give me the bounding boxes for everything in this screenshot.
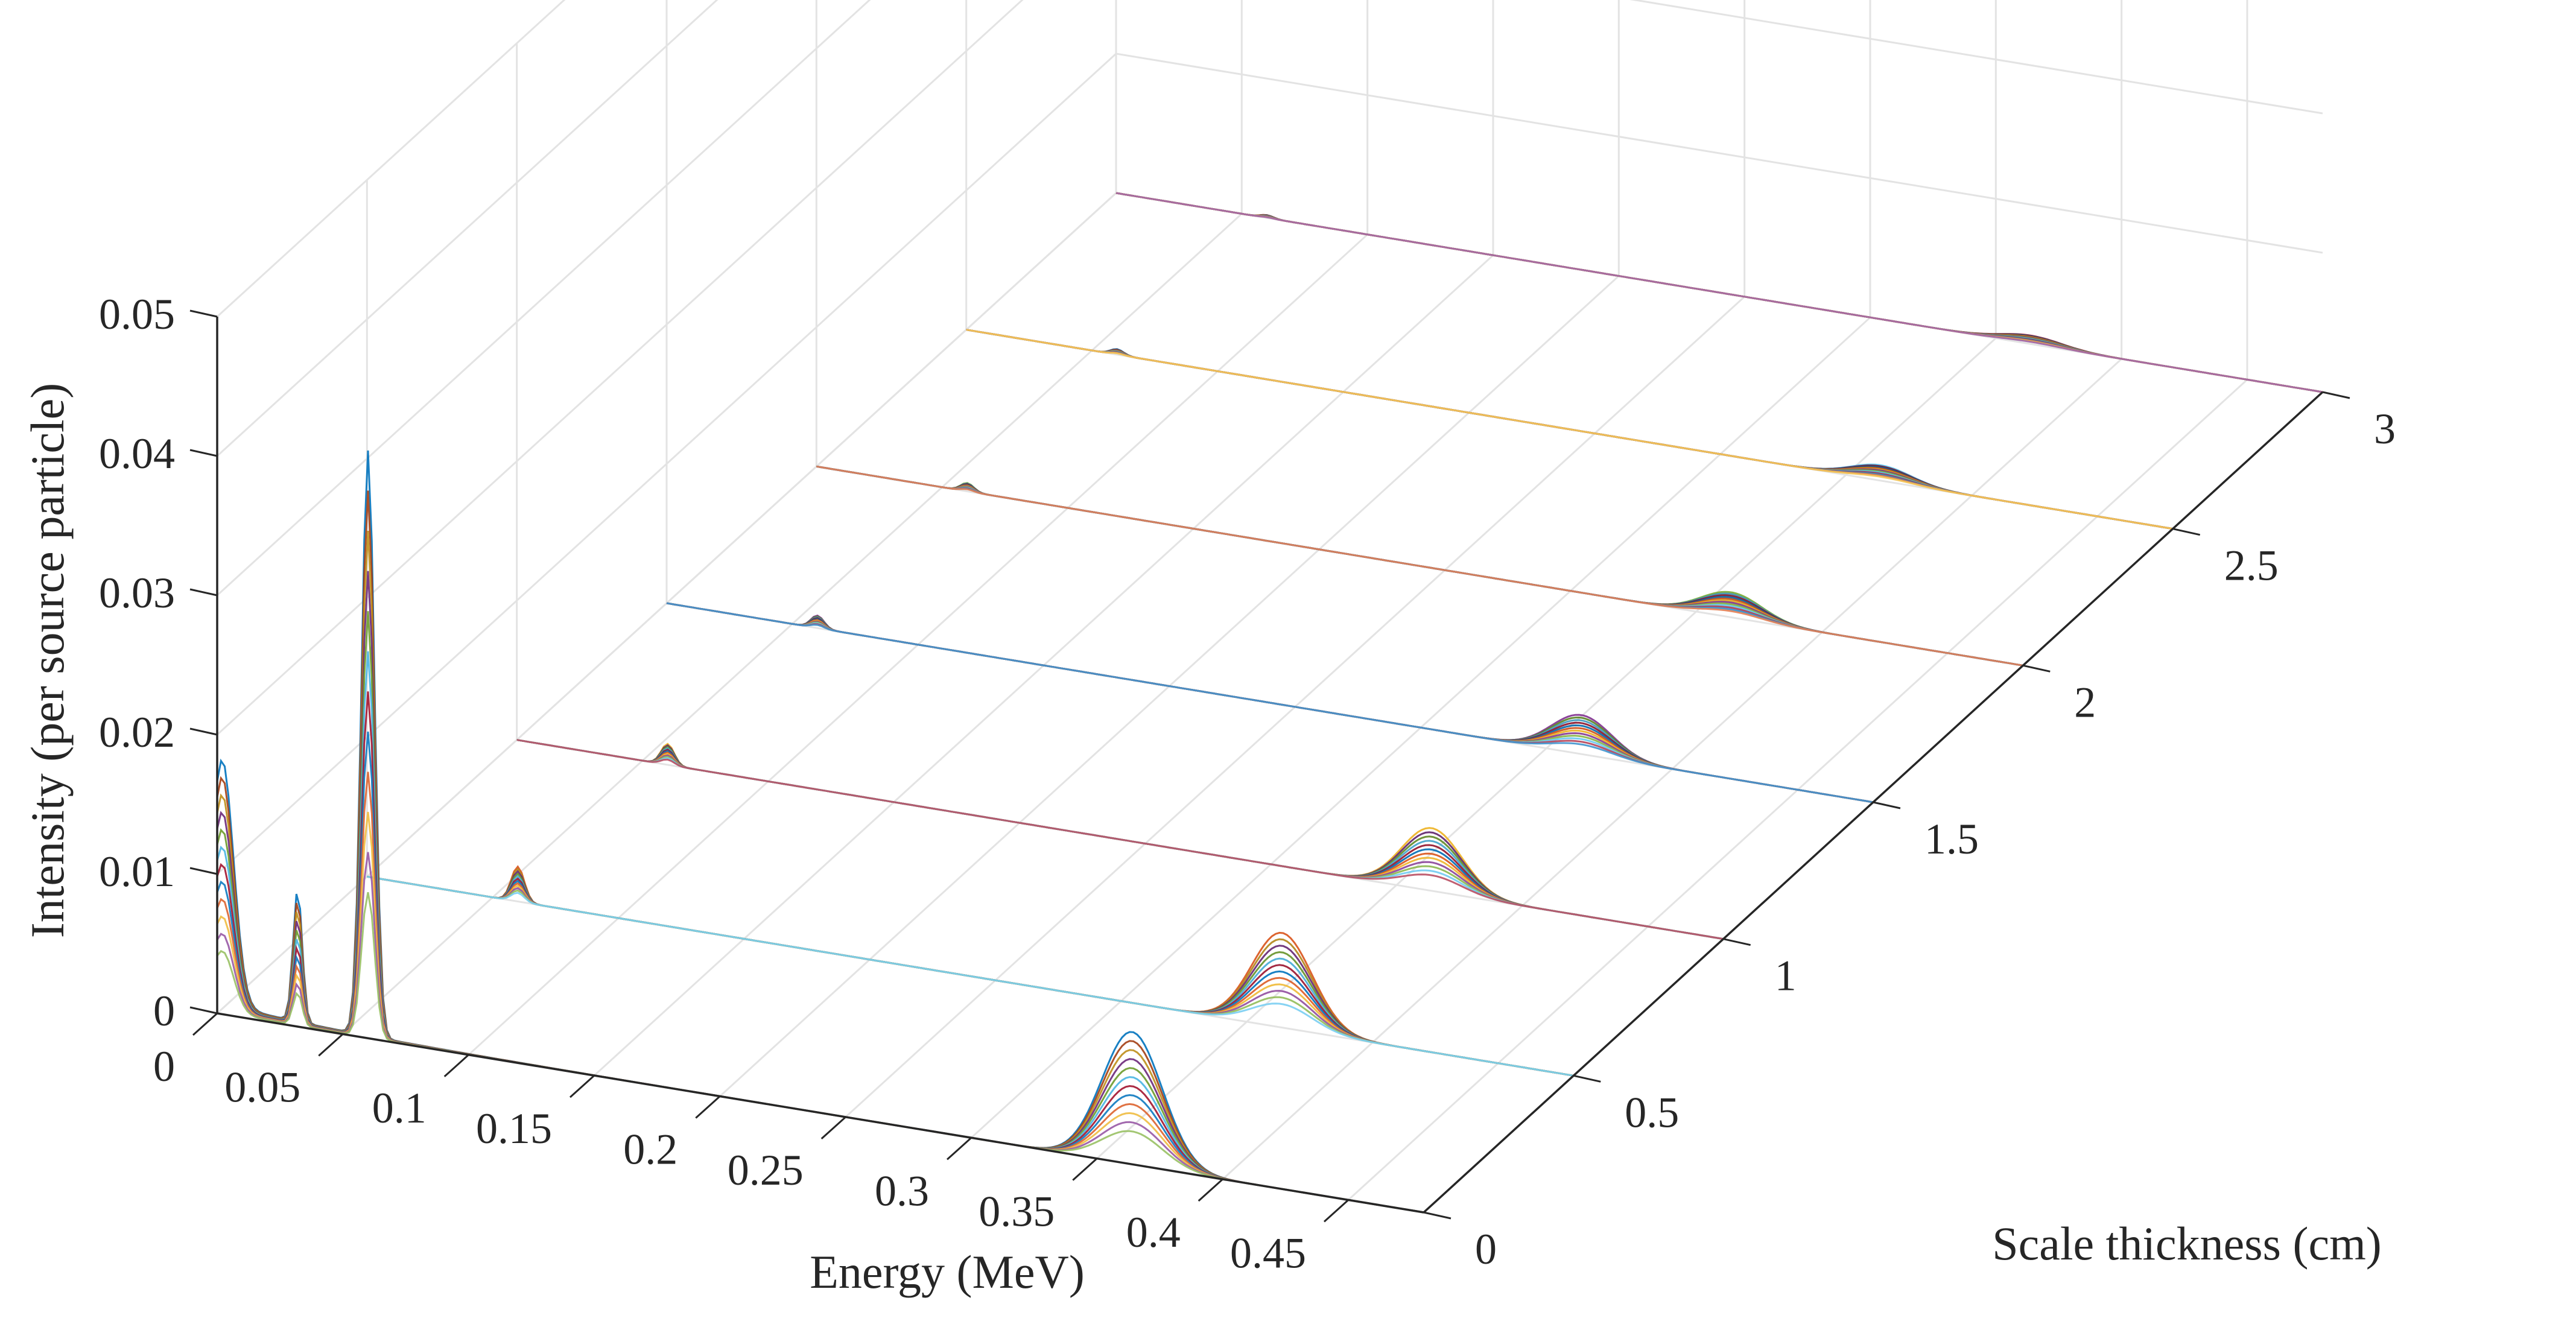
spectrum-curves [216,192,2323,1214]
energy-tick-label: 0.35 [979,1188,1055,1236]
spectrum-line [367,875,1574,1077]
energy-tick [1323,1199,1350,1223]
spectrum-line [666,602,1874,803]
intensity-tick-label: 0 [153,987,175,1035]
intensity-tick [189,588,218,597]
series-group [1115,192,2323,393]
series-group [666,602,1874,803]
intensity-tick-label: 0.03 [99,569,175,617]
thickness-tick-label: 3 [2374,405,2396,453]
grid-line [1096,337,1997,1159]
series-group [966,329,2173,530]
energy-tick [443,1054,469,1077]
y-axis-label: Scale thickness (cm) [1992,1217,2381,1270]
energy-tick [820,1116,846,1140]
thickness-tick-label: 0.5 [1625,1088,1679,1136]
series-group [516,739,1724,940]
energy-tick [192,1012,218,1036]
thickness-tick [2022,664,2051,673]
intensity-tick [189,1006,218,1015]
intensity-tick-label: 0.01 [99,847,175,896]
series-group [816,465,2023,667]
thickness-tick-label: 1.5 [1924,815,1979,863]
thickness-tick-label: 2 [2074,678,2096,726]
energy-tick [695,1095,721,1119]
spectrum-line [1115,192,2323,393]
grid-lines [216,0,2323,1214]
energy-tick-label: 0.1 [372,1084,427,1132]
thickness-tick-label: 2.5 [2224,542,2279,590]
spectrum-line [216,852,1424,1214]
energy-tick [1072,1158,1098,1181]
intensity-tick [189,727,218,736]
thickness-tick [1573,1074,1601,1083]
intensity-tick [189,449,218,457]
spectrum-line [966,329,2173,530]
energy-tick-label: 0.15 [476,1104,552,1153]
thickness-tick [2322,391,2350,399]
spectrum-line [816,465,2023,667]
energy-tick [569,1074,595,1098]
spectrum-line [216,811,1424,1214]
spectrum-line [216,892,1424,1214]
axes [216,317,2324,1214]
energy-tick-label: 0.45 [1230,1229,1306,1277]
energy-tick [318,1033,344,1057]
intensity-tick-label: 0.04 [99,429,175,478]
z-axis-label: Intensity (per source particle) [21,383,74,938]
spectrum-line [367,867,1574,1077]
energy-tick-label: 0.25 [728,1146,804,1194]
thickness-tick-label: 0 [1475,1225,1497,1273]
energy-tick-label: 0.2 [623,1126,677,1174]
x-axis-label: Energy (MeV) [810,1246,1085,1298]
thickness-tick [1723,938,1751,946]
intensity-tick [189,309,218,318]
energy-tick [1198,1178,1223,1202]
tick-labels: 0 0.05 0.1 0.15 0.2 0.25 0.3 0.35 0.4 0.45 0 0.5 1 1.… [99,290,2396,1277]
grid-line [216,0,719,457]
grid-line [1115,52,2323,254]
thickness-tick [2172,528,2201,536]
intensity-tick-label: 0.02 [99,708,175,756]
energy-tick-label: 0.05 [224,1063,300,1111]
energy-tick-label: 0.4 [1126,1208,1181,1256]
intensity-tick [189,867,218,875]
energy-tick [946,1137,972,1161]
thickness-tick-label: 1 [1775,952,1797,1000]
grid-line [1629,0,2323,115]
intensity-tick-label: 0.05 [99,290,175,338]
energy-tick-label: 0.3 [875,1167,929,1215]
thickness-tick [1873,801,1901,809]
spectrum-line [216,731,1424,1214]
energy-tick-label: 0 [153,1042,175,1091]
thickness-tick [1423,1211,1451,1220]
series-group [367,865,1574,1077]
spectrum-line [516,739,1724,940]
grid-line [216,0,566,318]
spectrum-line [367,865,1574,1077]
